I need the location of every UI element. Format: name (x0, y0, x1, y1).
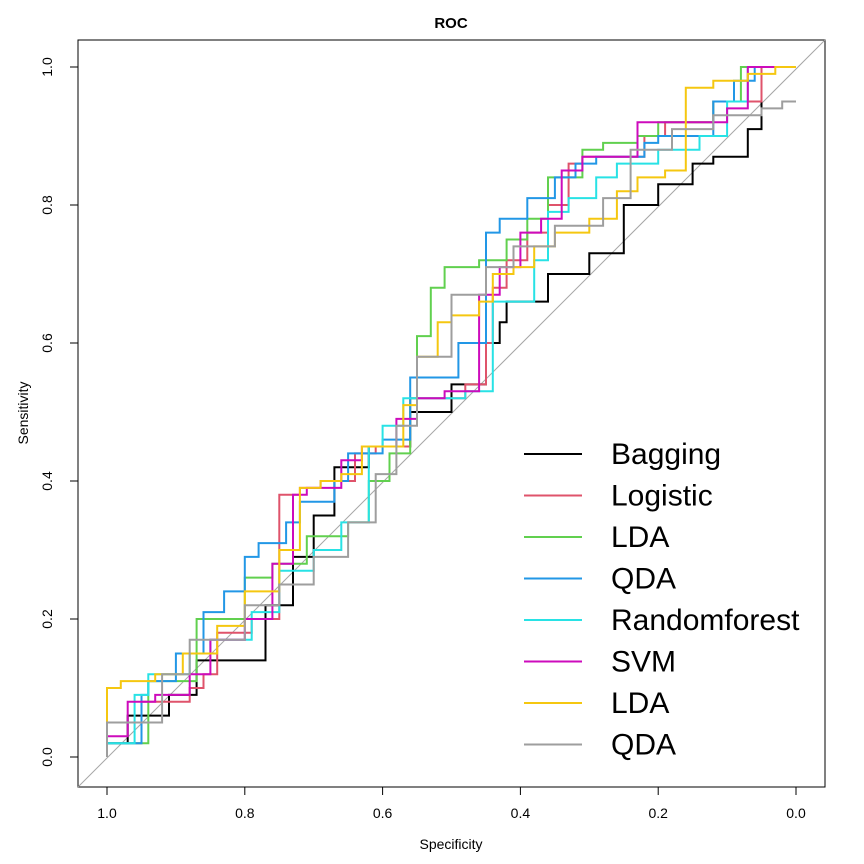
x-tick-label: 1.0 (97, 805, 117, 821)
y-tick-label: 0.2 (39, 609, 55, 629)
y-axis-label: Sensitivity (15, 381, 31, 444)
y-tick-label: 0.4 (39, 471, 55, 491)
legend-label: Randomforest (611, 604, 800, 637)
legend-label: SVM (611, 646, 676, 679)
series-line-8-qda (106, 100, 796, 757)
plot-frame (77, 39, 826, 788)
legend-label: Logistic (611, 480, 713, 513)
x-tick-label: 0.6 (373, 805, 393, 821)
legend-label: QDA (611, 563, 676, 596)
x-tick-label: 0.8 (235, 805, 255, 821)
y-tick-label: 0.0 (39, 747, 55, 767)
legend-label: Bagging (611, 438, 721, 471)
legend-label: LDA (611, 521, 669, 554)
legend-label: QDA (611, 729, 676, 762)
y-tick-label: 0.8 (39, 195, 55, 215)
series-line-4-qda (106, 66, 796, 757)
legend: Bagging Logistic LDA QDA Randomforest SVM LDA Q… (524, 438, 800, 762)
y-tick-label: 0.6 (39, 333, 55, 353)
chart-title: ROC (434, 15, 468, 32)
x-axis-label: Specificity (419, 836, 482, 852)
x-tick-label: 0.4 (511, 805, 531, 821)
legend-label: LDA (611, 687, 669, 720)
y-tick-label: 1.0 (39, 57, 55, 77)
x-tick-label: 0.0 (786, 805, 806, 821)
x-tick-label: 0.2 (648, 805, 668, 821)
